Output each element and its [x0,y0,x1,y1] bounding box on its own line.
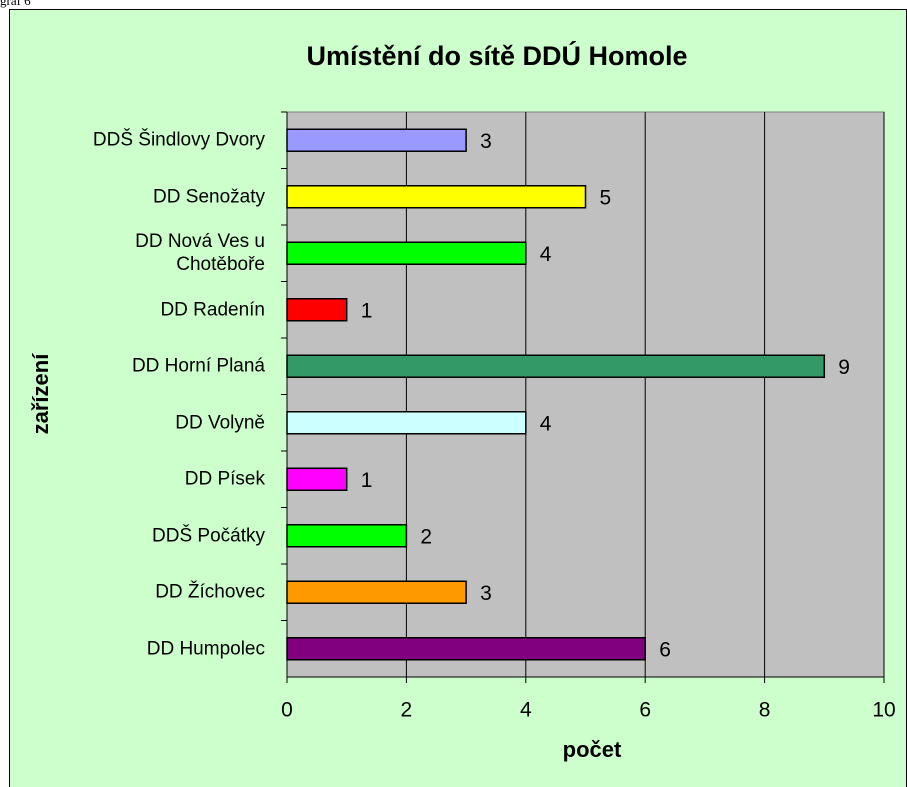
value-label: 4 [540,243,552,266]
y-axis-label: zařízení [28,353,53,435]
x-tick-label: 2 [401,699,413,722]
value-label: 6 [659,638,671,661]
x-tick-label: 4 [520,699,532,722]
caption: graf 6 [0,0,31,8]
bar [286,411,527,435]
y-tick-label: DD Písek [184,468,265,490]
value-label: 2 [420,525,432,548]
x-axis-label: počet [563,737,622,762]
y-tick-label: DD Žíchovec [155,581,265,603]
bar [286,298,348,322]
y-tick-label: DD Humpolec [146,638,265,660]
bar [286,241,527,265]
chart-title: Umístění do sítě DDÚ Homole [306,40,687,71]
value-label: 3 [480,582,492,605]
y-tick-label: DDŠ Šindlovy Dvory [92,129,265,151]
value-label: 3 [480,130,492,153]
bar [286,580,467,604]
y-tick-label: DD Horní Planá [131,355,265,377]
bar [286,467,348,491]
x-tick-label: 8 [759,699,771,722]
bar [286,524,408,548]
bar [286,185,587,209]
value-label: 5 [600,186,612,209]
y-tick-label: DDŠ Počátky [152,525,265,547]
x-tick-label: 10 [872,699,895,722]
value-label: 9 [838,356,850,379]
bar [286,354,826,378]
y-tick-label: DD Radenín [160,299,265,321]
value-label: 4 [540,412,552,435]
y-tick-label: DD Senožaty [153,186,265,208]
x-tick-label: 0 [281,699,293,722]
y-tick-label: DD Nová Ves u Chotěboře [135,231,265,276]
bar [286,128,467,152]
value-label: 1 [361,299,373,322]
y-tick-label: DD Volyně [175,412,265,434]
value-label: 1 [361,469,373,492]
x-tick-label: 6 [639,699,651,722]
bar [286,637,646,661]
